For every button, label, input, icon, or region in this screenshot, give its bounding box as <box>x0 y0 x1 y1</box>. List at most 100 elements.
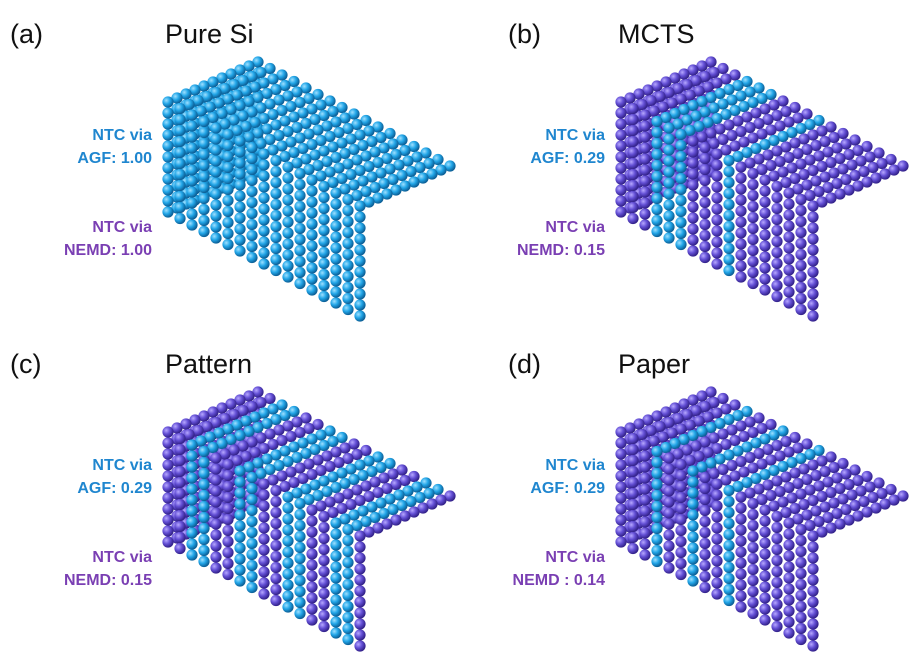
atom <box>330 253 341 264</box>
atom <box>675 195 686 206</box>
atom <box>735 502 746 513</box>
atom <box>294 586 305 597</box>
atom <box>198 226 209 237</box>
atom <box>675 217 686 228</box>
atom <box>759 548 770 559</box>
nemd-text: NEMD : 0.14 <box>513 572 606 589</box>
atom <box>771 192 782 203</box>
nemd-text: NTC via <box>92 549 152 566</box>
atom <box>174 444 185 455</box>
atom <box>198 446 209 457</box>
atom <box>795 601 806 612</box>
atom <box>258 577 269 588</box>
atom <box>234 245 245 256</box>
panel-label: (a) <box>10 19 43 49</box>
panel-title: Paper <box>618 349 690 379</box>
atom <box>354 607 365 618</box>
atom <box>342 205 353 216</box>
atom <box>306 240 317 251</box>
atom <box>711 236 722 247</box>
atom <box>807 200 818 211</box>
atom <box>675 558 686 569</box>
atom <box>222 492 233 503</box>
atom <box>294 531 305 542</box>
atom <box>795 590 806 601</box>
atom <box>675 162 686 173</box>
atom <box>342 568 353 579</box>
atom <box>771 203 782 214</box>
atom <box>699 197 710 208</box>
atom <box>747 498 758 509</box>
atom <box>747 234 758 245</box>
atom <box>234 575 245 586</box>
atom <box>651 138 662 149</box>
atom <box>699 560 710 571</box>
atom <box>747 531 758 542</box>
atom <box>771 225 782 236</box>
atom <box>306 581 317 592</box>
atom <box>711 170 722 181</box>
atom <box>735 557 746 568</box>
atom <box>723 573 734 584</box>
atom <box>783 539 794 550</box>
nemd-text: NEMD: 0.15 <box>517 242 605 259</box>
atom <box>807 552 818 563</box>
atom <box>210 474 221 485</box>
atom <box>723 177 734 188</box>
atom <box>330 594 341 605</box>
atom <box>234 487 245 498</box>
atom <box>663 221 674 232</box>
atom <box>354 211 365 222</box>
atom <box>318 555 329 566</box>
atom <box>270 265 281 276</box>
atom <box>162 492 173 503</box>
atom <box>711 533 722 544</box>
atom <box>759 273 770 284</box>
atom <box>318 566 329 577</box>
atom <box>354 596 365 607</box>
atom <box>186 516 197 527</box>
atom <box>174 488 185 499</box>
atom <box>330 297 341 308</box>
atom <box>759 207 770 218</box>
atom <box>627 125 638 136</box>
atom <box>783 594 794 605</box>
atom <box>759 570 770 581</box>
atom <box>735 238 746 249</box>
atom <box>342 579 353 590</box>
atom <box>198 556 209 567</box>
atom <box>246 153 257 164</box>
atom <box>198 138 209 149</box>
atom <box>651 512 662 523</box>
atom <box>615 129 626 140</box>
atom <box>759 614 770 625</box>
atom <box>639 538 650 549</box>
atom <box>246 505 257 516</box>
atom <box>783 209 794 220</box>
atom <box>651 556 662 567</box>
atom <box>735 513 746 524</box>
atom <box>198 127 209 138</box>
atom <box>162 151 173 162</box>
atom <box>771 280 782 291</box>
atom <box>282 183 293 194</box>
atom <box>354 288 365 299</box>
atom <box>186 538 197 549</box>
atom <box>711 544 722 555</box>
atom <box>807 629 818 640</box>
atom <box>615 184 626 195</box>
atom <box>639 461 650 472</box>
atom <box>294 267 305 278</box>
atom <box>663 199 674 210</box>
atom <box>759 284 770 295</box>
atom <box>270 496 281 507</box>
atom <box>615 492 626 503</box>
atom <box>270 177 281 188</box>
atom <box>258 214 269 225</box>
atom <box>627 213 638 224</box>
atom <box>234 201 245 212</box>
atom <box>330 583 341 594</box>
atom <box>270 529 281 540</box>
atom <box>282 535 293 546</box>
atom <box>783 550 794 561</box>
